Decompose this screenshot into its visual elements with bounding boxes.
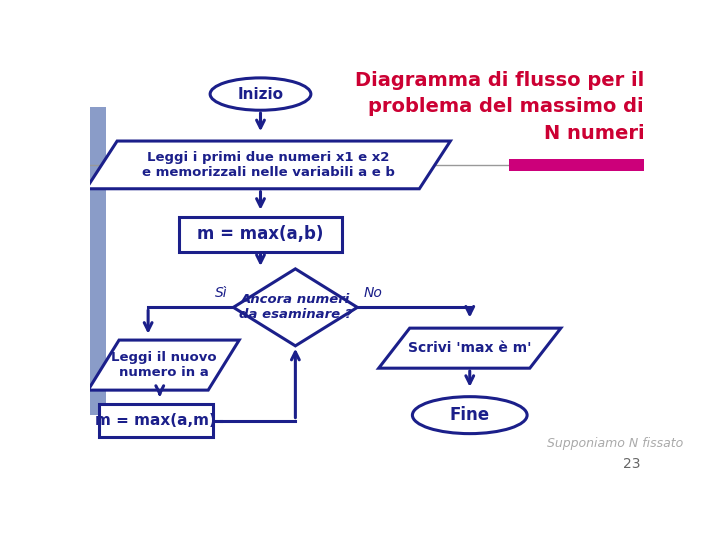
Text: m = max(a,b): m = max(a,b) bbox=[197, 225, 324, 243]
Text: Scrivi 'max è m': Scrivi 'max è m' bbox=[408, 341, 531, 355]
Text: m = max(a,m): m = max(a,m) bbox=[96, 413, 216, 428]
Polygon shape bbox=[86, 141, 451, 189]
Polygon shape bbox=[379, 328, 561, 368]
Text: 23: 23 bbox=[623, 457, 640, 471]
Bar bbox=[90, 107, 106, 415]
Text: Leggi i primi due numeri x1 e x2
e memorizzali nelle variabili a e b: Leggi i primi due numeri x1 e x2 e memor… bbox=[142, 151, 395, 179]
Bar bbox=[99, 404, 213, 437]
Bar bbox=[179, 217, 342, 252]
Ellipse shape bbox=[413, 397, 527, 434]
Text: Supponiamo N fissato: Supponiamo N fissato bbox=[547, 437, 683, 450]
Text: Ancora numeri
da esaminare ?: Ancora numeri da esaminare ? bbox=[239, 293, 352, 321]
Polygon shape bbox=[88, 340, 239, 390]
Bar bbox=[508, 159, 644, 171]
Text: Diagramma di flusso per il
problema del massimo di
N numeri: Diagramma di flusso per il problema del … bbox=[355, 71, 644, 143]
Text: Inizio: Inizio bbox=[238, 86, 284, 102]
Text: Leggi il nuovo
numero in a: Leggi il nuovo numero in a bbox=[111, 351, 217, 379]
Text: Fine: Fine bbox=[450, 406, 490, 424]
Polygon shape bbox=[233, 269, 357, 346]
Text: Sì: Sì bbox=[215, 287, 228, 300]
Ellipse shape bbox=[210, 78, 311, 110]
Text: No: No bbox=[364, 287, 382, 300]
